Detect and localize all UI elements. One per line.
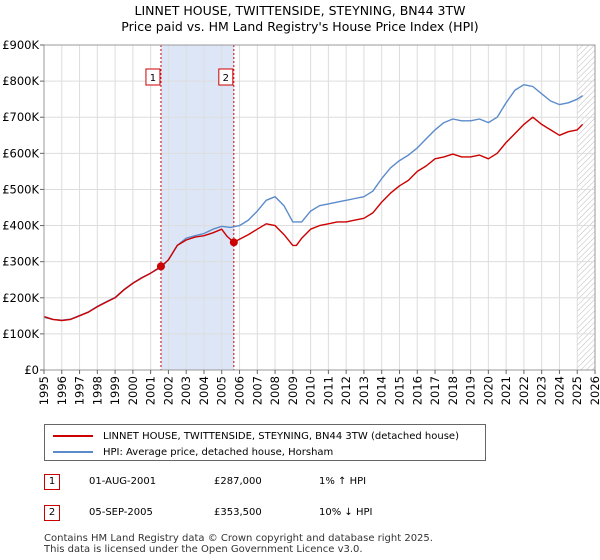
shaded-period [160,45,234,370]
x-tick-label: 2003 [179,376,193,405]
transaction-date: 01-AUG-2001 [89,476,157,487]
projection-hatch [577,45,595,370]
footer-licence: This data is licensed under the Open Gov… [44,544,363,555]
legend-label-property: LINNET HOUSE, TWITTENSIDE, STEYNING, BN4… [103,430,459,442]
transaction-marker-badge: 1 [44,474,60,490]
x-tick-label: 2010 [304,376,318,405]
transaction-hpi-diff: 10% ↓ HPI [319,507,373,518]
chart-title: LINNET HOUSE, TWITTENSIDE, STEYNING, BN4… [134,3,466,18]
x-tick-label: 2000 [126,376,140,405]
chart-subtitle: Price paid vs. HM Land Registry's House … [121,19,479,34]
property-series-line [43,116,584,322]
x-tick-label: 2011 [321,376,335,405]
x-tick-label: 2014 [375,376,389,405]
transaction-date: 05-SEP-2005 [89,507,153,518]
plot-area [44,45,595,370]
x-tick-label: 2012 [339,376,353,405]
y-tick-label: £0 [24,363,39,377]
legend: LINNET HOUSE, TWITTENSIDE, STEYNING, BN4… [44,424,486,461]
y-tick-label: £600K [2,146,39,160]
x-tick-label: 2007 [250,376,264,405]
y-tick-label: £500K [2,182,39,196]
legend-swatch-property [53,435,93,437]
y-tick-label: £200K [2,291,39,305]
transaction-price: £287,000 [214,476,262,487]
sale-label-box [145,68,161,86]
legend-item-hpi: HPI: Average price, detached house, Hors… [53,445,333,459]
x-tick-label: 2023 [535,376,549,405]
x-tick-label: 2018 [446,376,460,405]
transaction-price: £353,500 [214,507,262,518]
transaction-hpi-diff: 1% ↑ HPI [319,476,367,487]
footer-copyright: Contains HM Land Registry data © Crown c… [44,533,433,544]
x-tick-label: 2005 [215,376,229,405]
y-tick-label: £900K [2,38,39,52]
x-tick-label: 2013 [357,376,371,405]
sale-point [229,238,238,247]
x-tick-label: 1999 [108,376,122,405]
x-tick-label: 2009 [286,376,300,405]
y-tick-label: £300K [2,255,39,269]
x-tick-label: 1997 [73,376,87,405]
x-tick-label: 2025 [570,376,584,405]
transaction-marker-badge: 2 [44,505,60,521]
legend-item-property: LINNET HOUSE, TWITTENSIDE, STEYNING, BN4… [53,429,459,443]
x-tick-label: 1996 [55,376,69,405]
y-tick-label: £400K [2,219,39,233]
sale-point [156,262,165,271]
x-tick-label: 2020 [481,376,495,405]
x-tick-label: 2001 [144,376,158,405]
x-tick-label: 2006 [233,376,247,405]
y-tick-label: £100K [2,327,39,341]
x-tick-label: 1995 [37,376,51,405]
plot-frame [43,44,596,371]
x-tick-label: 2021 [499,376,513,405]
x-tick-label: 1998 [90,376,104,405]
line-chart: 1 2 £0 £100K £200K £300K £400K £500K £600K £700K £… [2,38,600,405]
x-tick-label: 2016 [410,376,424,405]
sale-label-number: 1 [150,73,156,84]
x-tick-label: 2008 [268,376,282,405]
x-tick-label: 2002 [161,376,175,405]
x-tick-label: 2022 [517,376,531,405]
x-tick-label: 2019 [464,376,478,405]
x-tick-label: 2024 [552,376,566,405]
y-tick-label: £800K [2,74,39,88]
x-tick-label: 2004 [197,376,211,405]
x-tick-label: 2017 [428,376,442,405]
x-tick-label: 2015 [392,376,406,405]
sale-label-box [218,68,234,86]
sale-label-number: 2 [223,73,229,84]
legend-swatch-hpi [53,451,93,453]
legend-label-hpi: HPI: Average price, detached house, Hors… [103,446,334,458]
y-tick-label: £700K [2,110,39,124]
x-tick-label: 2026 [588,376,600,405]
